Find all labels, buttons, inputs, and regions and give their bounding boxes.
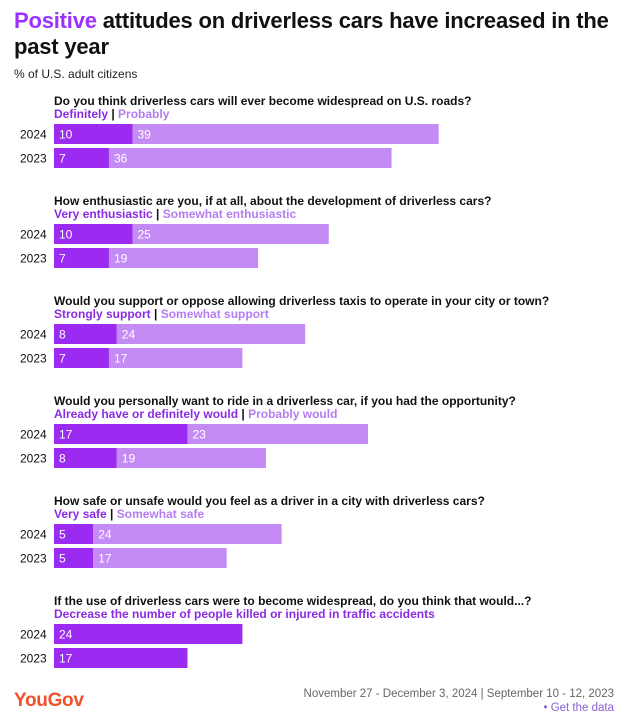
bar-segment-secondary — [187, 424, 368, 444]
legend-entry-primary: Very enthusiastic — [54, 207, 153, 221]
data-label: 8 — [59, 452, 66, 466]
bar-segment-secondary — [108, 348, 243, 368]
bar-segment-secondary — [116, 324, 306, 344]
chart-title: Positive attitudes on driverless cars ha… — [14, 8, 614, 60]
year-label: 2023 — [20, 452, 47, 466]
survey-dates: November 27 - December 3, 2024 | Septemb… — [303, 688, 614, 700]
data-label: 17 — [59, 428, 73, 442]
year-label: 2023 — [20, 552, 47, 566]
data-label: 17 — [98, 552, 112, 566]
legend: Very enthusiastic | Somewhat enthusiasti… — [54, 207, 296, 221]
title-highlight: Positive — [14, 8, 97, 33]
bar-segment-secondary — [93, 548, 227, 568]
legend: Very safe | Somewhat safe — [54, 507, 204, 521]
bar-segment-secondary — [93, 524, 282, 544]
bar-segment-secondary — [108, 248, 259, 268]
year-label: 2023 — [20, 252, 47, 266]
bar-segment-primary — [54, 548, 94, 568]
data-label: 17 — [114, 352, 128, 366]
yougov-logo: YouGov — [14, 690, 84, 711]
legend: Decrease the number of people killed or … — [54, 607, 435, 621]
bar-segment-primary — [54, 648, 188, 668]
legend-entry-secondary: Probably — [118, 107, 170, 121]
bar-segment-primary — [54, 348, 109, 368]
bar-segment-primary — [54, 524, 94, 544]
question-text: Would you support or oppose allowing dri… — [54, 294, 549, 308]
question-text: Would you personally want to ride in a d… — [54, 394, 516, 408]
legend-separator: | — [107, 507, 117, 521]
data-label: 7 — [59, 252, 66, 266]
data-label: 5 — [59, 528, 66, 542]
chart-subtitle: % of U.S. adult citizens — [14, 67, 138, 81]
bar-segment-primary — [54, 148, 109, 168]
data-label: 8 — [59, 328, 66, 342]
year-label: 2023 — [20, 152, 47, 166]
legend-separator: | — [238, 407, 248, 421]
legend-entry-primary: Very safe — [54, 507, 107, 521]
legend-separator: | — [151, 307, 161, 321]
year-label: 2024 — [20, 628, 47, 642]
year-label: 2024 — [20, 328, 47, 342]
legend: Strongly support | Somewhat support — [54, 307, 269, 321]
data-label: 19 — [122, 452, 136, 466]
year-label: 2023 — [20, 352, 47, 366]
legend-separator: | — [108, 107, 118, 121]
bar-segment-primary — [54, 424, 188, 444]
legend-entry-primary: Definitely — [54, 107, 108, 121]
data-label: 10 — [59, 128, 73, 142]
question-text: How safe or unsafe would you feel as a d… — [54, 494, 485, 508]
data-label: 5 — [59, 552, 66, 566]
legend-entry-primary: Already have or definitely would — [54, 407, 238, 421]
data-label: 17 — [59, 652, 73, 666]
bar-segment-primary — [54, 248, 109, 268]
data-label: 36 — [114, 152, 128, 166]
bar-segment-primary — [54, 324, 117, 344]
legend-entry-secondary: Somewhat enthusiastic — [163, 207, 297, 221]
data-label: 24 — [98, 528, 112, 542]
data-label: 7 — [59, 152, 66, 166]
data-label: 7 — [59, 352, 66, 366]
legend: Definitely | Probably — [54, 107, 170, 121]
bar-segment-primary — [54, 124, 133, 144]
bar-segment-secondary — [116, 448, 266, 468]
year-label: 2023 — [20, 652, 47, 666]
bar-segment-secondary — [132, 224, 329, 244]
data-label: 10 — [59, 228, 73, 242]
year-label: 2024 — [20, 128, 47, 142]
bar-segment-secondary — [108, 148, 392, 168]
legend-separator: | — [153, 207, 163, 221]
year-label: 2024 — [20, 528, 47, 542]
data-label: 23 — [192, 428, 206, 442]
year-label: 2024 — [20, 228, 47, 242]
bar-segment-secondary — [132, 124, 439, 144]
question-text: If the use of driverless cars were to be… — [54, 594, 531, 608]
data-label: 24 — [59, 628, 73, 642]
legend-entry-primary: Strongly support — [54, 307, 151, 321]
question-text: Do you think driverless cars will ever b… — [54, 94, 471, 108]
bar-segment-primary — [54, 624, 243, 644]
data-label: 24 — [122, 328, 136, 342]
legend-entry-secondary: Somewhat safe — [117, 507, 205, 521]
question-text: How enthusiastic are you, if at all, abo… — [54, 194, 491, 208]
bar-segment-primary — [54, 448, 117, 468]
data-label: 39 — [138, 128, 152, 142]
data-label: 25 — [138, 228, 152, 242]
bar-segment-primary — [54, 224, 133, 244]
legend-entry-secondary: Somewhat support — [161, 307, 269, 321]
legend-entry-primary: Decrease the number of people killed or … — [54, 607, 435, 621]
year-label: 2024 — [20, 428, 47, 442]
legend-entry-secondary: Probably would — [248, 407, 337, 421]
title-rest: attitudes on driverless cars have increa… — [14, 8, 609, 59]
legend: Already have or definitely would | Proba… — [54, 407, 337, 421]
get-the-data-link[interactable]: • Get the data — [543, 702, 614, 714]
data-label: 19 — [114, 252, 128, 266]
